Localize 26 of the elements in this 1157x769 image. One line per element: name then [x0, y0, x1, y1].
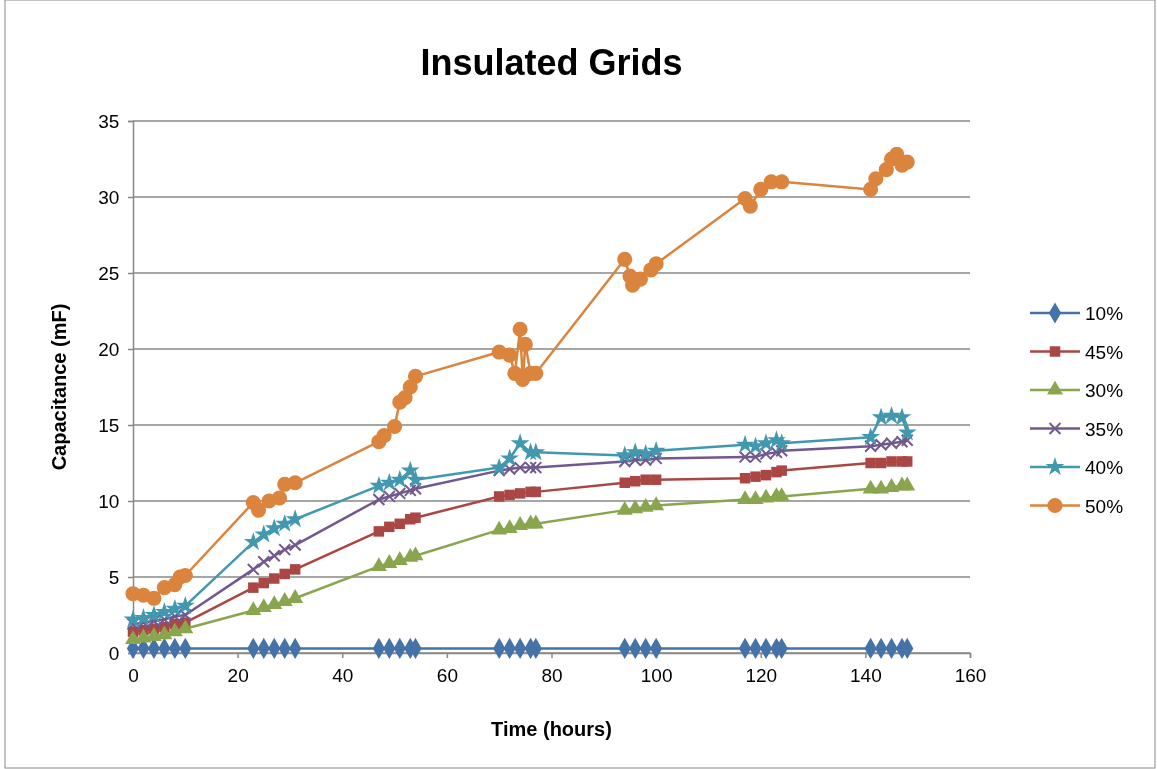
x-tick-label: 40 [332, 664, 354, 686]
x-tick-label: 60 [436, 664, 458, 686]
x-tick-label: 120 [745, 664, 778, 686]
legend-label: 30% [1085, 380, 1124, 401]
y-tick-label: 0 [108, 642, 120, 664]
y-tick-label: 25 [98, 262, 120, 284]
x-tick-label: 140 [850, 664, 882, 686]
y-tick-label: 5 [108, 566, 120, 588]
x-tick-label: 20 [227, 664, 249, 686]
legend-label: 40% [1085, 457, 1124, 478]
y-tick-label: 35 [98, 110, 120, 132]
y-tick-label: 30 [98, 186, 120, 208]
chart-title: Insulated Grids [420, 42, 683, 83]
y-tick-label: 10 [98, 490, 120, 512]
x-tick-label: 100 [640, 664, 673, 686]
x-tick-label: 80 [541, 664, 563, 686]
y-tick-label: 15 [98, 414, 120, 436]
legend-label: 35% [1085, 418, 1124, 440]
x-axis-title: Time (hours) [491, 718, 612, 740]
x-tick-label: 160 [954, 664, 987, 686]
legend-label: 10% [1085, 303, 1124, 324]
legend-label: 45% [1085, 341, 1124, 363]
x-tick-label: 0 [128, 664, 139, 686]
y-tick-label: 20 [98, 338, 120, 360]
legend-label: 50% [1085, 495, 1124, 517]
y-axis-title: Capacitance (mF) [48, 303, 70, 471]
